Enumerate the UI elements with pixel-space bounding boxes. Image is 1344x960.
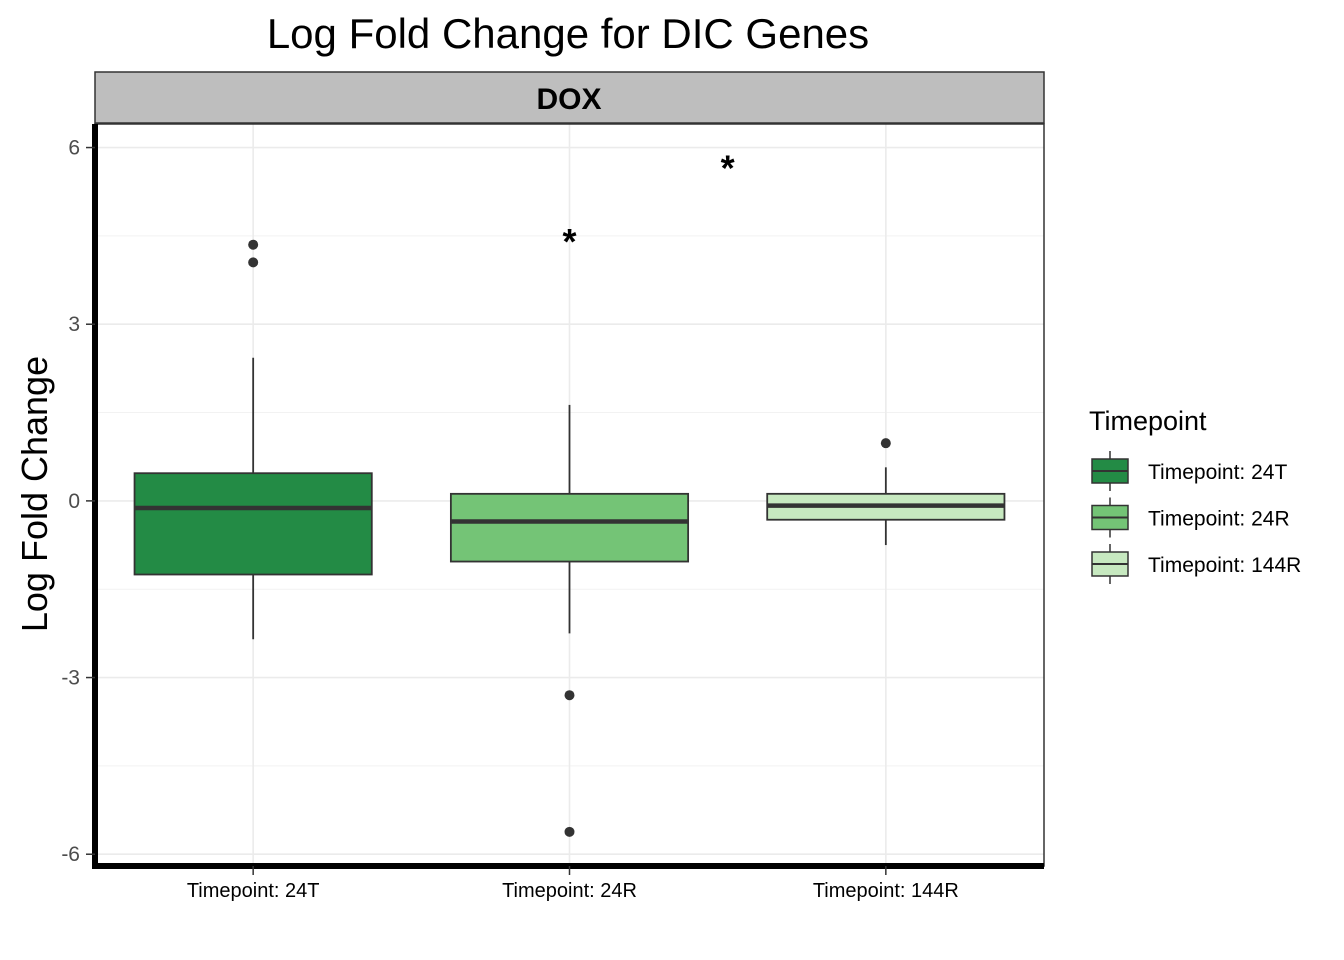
y-tick-labels: -6 -3 0 3 6 <box>61 137 95 866</box>
annotations-layer: ** <box>562 147 734 262</box>
box-body <box>449 492 690 563</box>
box-body <box>133 472 373 576</box>
outlier-point <box>248 257 259 268</box>
x-tick-label: Timepoint: 144R <box>813 880 959 902</box>
chart-title: Log Fold Change for DIC Genes <box>267 10 869 57</box>
y-tick-label: -3 <box>61 667 80 690</box>
legend-key-3: Timepoint: 144R <box>1091 544 1301 584</box>
y-tick-label: 0 <box>68 490 80 513</box>
significance-star: * <box>721 147 735 188</box>
legend-label: Timepoint: 24R <box>1148 508 1290 531</box>
facet-label: DOX <box>536 83 601 116</box>
outlier-point <box>248 239 259 250</box>
significance-star: * <box>562 221 576 262</box>
outlier-point <box>880 438 891 449</box>
legend-key-2: Timepoint: 24R <box>1091 497 1290 538</box>
legend-label: Timepoint: 144R <box>1148 554 1301 577</box>
x-tick-label: Timepoint: 24R <box>502 880 637 902</box>
y-tick-label: 6 <box>68 137 80 160</box>
boxes-layer <box>133 239 1006 837</box>
y-axis-label: Log Fold Change <box>14 356 55 632</box>
box-1 <box>133 239 373 640</box>
legend-keys: Timepoint: 24T Timepoint: 24R Timepoint: 1… <box>1091 451 1301 584</box>
legend-label: Timepoint: 24T <box>1148 461 1287 484</box>
legend-title: Timepoint <box>1089 406 1207 436</box>
facet-strip <box>94 71 1045 124</box>
box-3 <box>766 438 1006 546</box>
box-2 <box>449 404 690 837</box>
y-tick-label: -6 <box>61 843 80 866</box>
outlier-point <box>564 826 575 837</box>
x-tick-labels: Timepoint: 24T Timepoint: 24R Timepoint: 1… <box>187 866 959 902</box>
legend-key-1: Timepoint: 24T <box>1091 451 1287 491</box>
x-tick-label: Timepoint: 24T <box>187 880 320 902</box>
y-tick-label: 3 <box>68 313 80 336</box>
outlier-point <box>564 690 575 701</box>
